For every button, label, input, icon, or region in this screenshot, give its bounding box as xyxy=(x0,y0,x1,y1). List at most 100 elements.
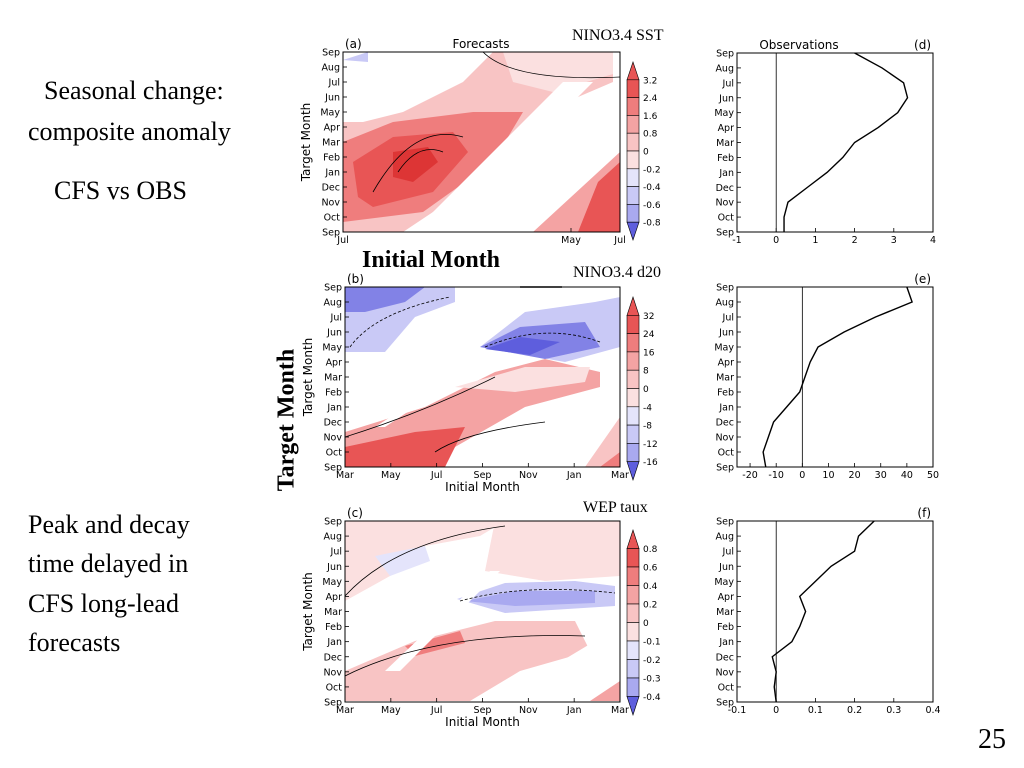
heatmap-c-xtick-label: Jul xyxy=(430,705,442,716)
linechart-f-ytick-label: Sep xyxy=(716,698,734,709)
heatmap-a-field xyxy=(343,52,620,232)
colorbar-a-tick-label: 0.8 xyxy=(643,130,658,140)
linechart-d-ytick-label: Oct xyxy=(718,213,735,224)
colorbar-a-swatch xyxy=(626,97,640,116)
heatmap-c-xtick-label: Jan xyxy=(566,705,582,716)
linechart-d-xtick-label: 0 xyxy=(773,235,779,246)
linechart-e-xtick-label: 40 xyxy=(901,470,913,481)
linechart-d-ytick-label: Jul xyxy=(722,78,734,89)
heatmap-c-ytick-label: Oct xyxy=(326,682,343,693)
colorbar-c-swatch xyxy=(626,622,640,642)
text-composite-anomaly: composite anomaly xyxy=(28,117,231,146)
colorbar-a-swatch xyxy=(626,150,640,170)
colorbar-b-tick-label: -8 xyxy=(643,422,652,432)
linechart-f-ytick-label: Dec xyxy=(716,652,734,663)
linechart-f-xtick-label: 0.3 xyxy=(886,705,901,716)
linechart-f-ytick-label: Feb xyxy=(717,622,734,633)
heatmap-a-ytick-label: Dec xyxy=(322,183,340,194)
linechart-d-ytick-label: Nov xyxy=(715,198,734,209)
heatmap-a-contour-2 xyxy=(397,149,444,173)
colorbar-b-top-arrow xyxy=(626,296,640,316)
text-peak-line-2: time delayed in xyxy=(28,549,189,578)
heatmap-c-xtick-label: May xyxy=(381,705,401,716)
heatmap-a-ytick-label: Jul xyxy=(328,78,340,89)
colorbar-b-swatch xyxy=(626,314,640,334)
heatmap-b-ytick-label: Oct xyxy=(326,448,343,459)
colorbar-c-tick-label: -0.4 xyxy=(643,693,661,703)
heatmap-c-ytick-label: Sep xyxy=(324,698,342,709)
colorbar-c-top-arrow xyxy=(626,529,640,549)
colorbar-a-tick-label: -0.4 xyxy=(643,183,661,193)
linechart-d-ytick-label: Jun xyxy=(718,93,734,104)
colorbar-a-swatch xyxy=(626,79,640,98)
heatmap-c xyxy=(344,520,640,716)
linechart-e-ytick-label: Sep xyxy=(716,283,734,294)
linechart-e-xtick-label: 50 xyxy=(927,470,939,481)
heatmap-c-ytick-label: Mar xyxy=(324,607,342,618)
heatmap-c-contour-2 xyxy=(345,525,506,597)
overlay-initial-month: Initial Month xyxy=(360,247,503,274)
linechart-f-xtick-label: 0.4 xyxy=(925,705,940,716)
heatmap-b-xtick-label: Sep xyxy=(474,470,492,481)
colorbar-c-tick-label: 0 xyxy=(643,619,649,629)
heatmap-c-ytick-label: Jan xyxy=(326,637,342,648)
heatmap-c-xlabel: Initial Month xyxy=(445,715,520,729)
linechart-d-series xyxy=(783,52,909,232)
colorbar-a-tick-label: 1.6 xyxy=(643,112,658,122)
linechart-f-ytick-label: Oct xyxy=(718,682,735,693)
heatmap-a-ytick-label: Sep xyxy=(322,48,340,59)
heatmap-b-ytick-label: Jul xyxy=(330,313,342,324)
heatmap-c-field xyxy=(345,521,620,701)
linechart-d-xtick-label: 2 xyxy=(852,235,858,246)
linechart-e-ytick-label: Apr xyxy=(718,358,735,369)
heatmap-c-ylabel: Target Month xyxy=(301,572,315,652)
colorbar-c-swatch xyxy=(626,659,640,679)
colorbar-a-tick-label: -0.8 xyxy=(643,219,661,229)
heatmap-a-ytick-label: Aug xyxy=(321,63,340,74)
heatmap-a-fill-8 xyxy=(343,52,368,62)
heatmap-b-ylabel: Target Month xyxy=(301,338,315,418)
linechart-f xyxy=(736,520,934,703)
heatmap-a-fill-4 xyxy=(393,147,438,182)
heatmap-a-ytick-label: Jun xyxy=(324,93,340,104)
linechart-f-xtick-label: 0.2 xyxy=(847,705,862,716)
colorbar-b-tick-label: 24 xyxy=(643,330,655,340)
heatmap-b-ytick-label: Jan xyxy=(326,403,342,414)
linechart-f-xtick-label: -0.1 xyxy=(728,705,747,716)
linechart-e-xtick-label: -20 xyxy=(742,470,758,481)
heatmap-c-xtick-label: Sep xyxy=(474,705,492,716)
linechart-f-xtick-label: 0 xyxy=(773,705,779,716)
colorbar-c-swatch xyxy=(626,640,640,660)
colorbar-a-tick-label: 0 xyxy=(643,148,649,158)
heatmap-b-ytick-label: Apr xyxy=(326,358,343,369)
heatmap-c-ytick-label: Dec xyxy=(324,652,342,663)
colorbar-b-swatch xyxy=(626,443,640,462)
heatmap-a-ytick-label: May xyxy=(320,108,340,119)
linechart-d-ytick-label: Sep xyxy=(716,228,734,239)
colorbar-a-tick-label: -0.2 xyxy=(643,165,661,175)
colorbar-a-tick-label: -0.6 xyxy=(643,201,661,211)
linechart-e-xtick-label: 20 xyxy=(849,470,861,481)
linechart-f-ytick-label: Nov xyxy=(715,667,734,678)
linechart-d-ytick-label: Sep xyxy=(716,49,734,60)
colorbar-a-tick-label: 3.2 xyxy=(643,76,657,86)
linechart-d-ytick-label: Mar xyxy=(716,138,734,149)
linechart-e-ytick-label: Jun xyxy=(718,328,734,339)
colorbar-c-bottom-arrow xyxy=(626,696,640,716)
colorbar-c-tick-label: 0.4 xyxy=(643,582,658,592)
heatmap-c-contour-1 xyxy=(459,589,616,602)
linechart-e-ytick-label: Mar xyxy=(716,373,734,384)
linechart-e-ytick-label: Feb xyxy=(717,388,734,399)
heatmap-b-gap-3 xyxy=(465,397,620,467)
heatmap-a-ylabel: Target Month xyxy=(299,103,313,183)
heatmap-a-contour-1 xyxy=(372,133,464,193)
colorbar-b-swatch xyxy=(626,388,640,408)
linechart-e-ytick-label: Aug xyxy=(715,298,734,309)
linechart-d-frame xyxy=(736,52,934,233)
linechart-e-panel-label: (e) xyxy=(914,272,931,286)
heatmap-c-ytick-label: Feb xyxy=(325,622,342,633)
heatmap-c-ytick-label: Apr xyxy=(326,592,343,603)
linechart-e-frame xyxy=(736,286,934,468)
heatmap-a-fill-7 xyxy=(578,162,620,232)
text-seasonal-change: Seasonal change: xyxy=(44,76,224,105)
